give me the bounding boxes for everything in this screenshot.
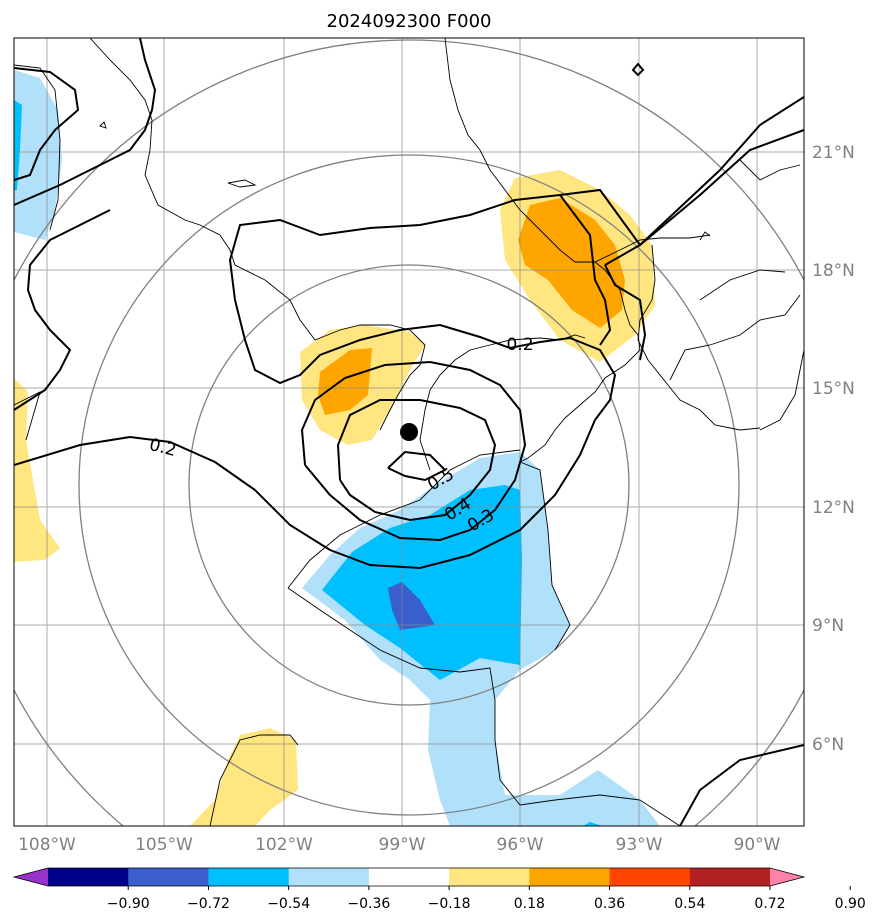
colorbar-segment (689, 868, 771, 886)
map-plot-area: 0.2 0.2 0.5 0.4 0.3 (14, 38, 804, 826)
contour-0.2-e2 (604, 264, 647, 361)
negative-region-s-min (388, 582, 435, 630)
contour-0.2-se (679, 744, 804, 826)
shaded-regions (14, 70, 660, 826)
contour-0.2-nw-inner (14, 67, 80, 181)
contour-0.2-far-e (604, 129, 804, 266)
lat-tick-label: 15°N (812, 379, 855, 399)
colorbar-segment (529, 868, 611, 886)
lon-tick-label: 96°W (497, 835, 544, 855)
gridlines (14, 38, 804, 826)
map-frame (13, 37, 805, 827)
colorbar-tick-label: −0.18 (428, 896, 471, 912)
lat-tick-label: 12°N (812, 498, 855, 518)
negative-region-se-dot (583, 822, 602, 826)
contour-0.2-w (14, 209, 111, 411)
contour-0.5 (387, 450, 447, 482)
contour-0.2-nw (14, 38, 157, 206)
positive-region-w (14, 378, 60, 562)
colorbar-segment (128, 868, 209, 886)
contour-0.3 (300, 360, 527, 542)
colorbar-outline (12, 867, 806, 887)
lon-tick-label: 99°W (379, 835, 426, 855)
contour-0.4 (336, 399, 497, 522)
lat-tick-label: 21°N (812, 143, 855, 163)
lon-tick-labels: 108°W 105°W 102°W 99°W 96°W 93°W 90°W (18, 835, 781, 855)
colorbar-tick-label: 0.54 (674, 896, 705, 912)
storm-center-marker (400, 423, 418, 441)
colorbar-tick-label: 0.90 (835, 896, 866, 912)
lon-tick-label: 108°W (18, 835, 76, 855)
lon-tick-label: 93°W (616, 835, 663, 855)
positive-region-ne-core (518, 198, 625, 328)
colorbar-ticks: −0.90 −0.72 −0.54 −0.36 −0.18 0.18 0.36 0.54 0.7… (107, 886, 866, 912)
colorbar-tick-label: −0.90 (107, 896, 150, 912)
lon-tick-label: 105°W (135, 835, 193, 855)
colorbar-tick-label: −0.72 (187, 896, 230, 912)
lat-tick-label: 6°N (812, 735, 844, 755)
colorbar-segment (288, 868, 370, 886)
colorbar-tick-label: 0.72 (754, 896, 785, 912)
colorbar-tick-label: −0.36 (347, 896, 390, 912)
colorbar-segment (609, 868, 691, 886)
colorbar-tick-label: −0.54 (267, 896, 310, 912)
colorbar-segment (368, 868, 450, 886)
negative-region-s-core (322, 485, 522, 680)
colorbar-segment (208, 868, 290, 886)
positive-region-center-w-core (318, 348, 372, 415)
range-rings (14, 39, 804, 826)
colorbar: −0.90 −0.72 −0.54 −0.36 −0.18 0.18 0.36 0.54 0.7… (12, 867, 866, 912)
negative-region-nw-core (14, 100, 22, 190)
colorbar-segment (449, 868, 530, 886)
lat-tick-label: 18°N (812, 261, 855, 281)
lon-tick-label: 102°W (255, 835, 313, 855)
positive-region-sw (190, 728, 298, 826)
chart-title: 2024092300 F000 (327, 11, 492, 32)
colorbar-extend-low (14, 868, 48, 886)
lon-tick-label: 90°W (734, 835, 781, 855)
contour-0.2-e (559, 194, 612, 346)
colorbar-extend-high (770, 868, 804, 886)
contours (14, 38, 804, 826)
lat-tick-label: 9°N (812, 616, 844, 636)
contour-label-0.2-east: 0.2 (506, 335, 533, 355)
lat-tick-labels: 21°N 18°N 15°N 12°N 9°N 6°N (812, 143, 855, 755)
contour-0.2-large (14, 96, 804, 570)
colorbar-segment (48, 868, 129, 886)
colorbar-tick-label: 0.18 (514, 896, 545, 912)
colorbar-segments (12, 867, 806, 887)
colorbar-tick-label: 0.36 (594, 896, 625, 912)
